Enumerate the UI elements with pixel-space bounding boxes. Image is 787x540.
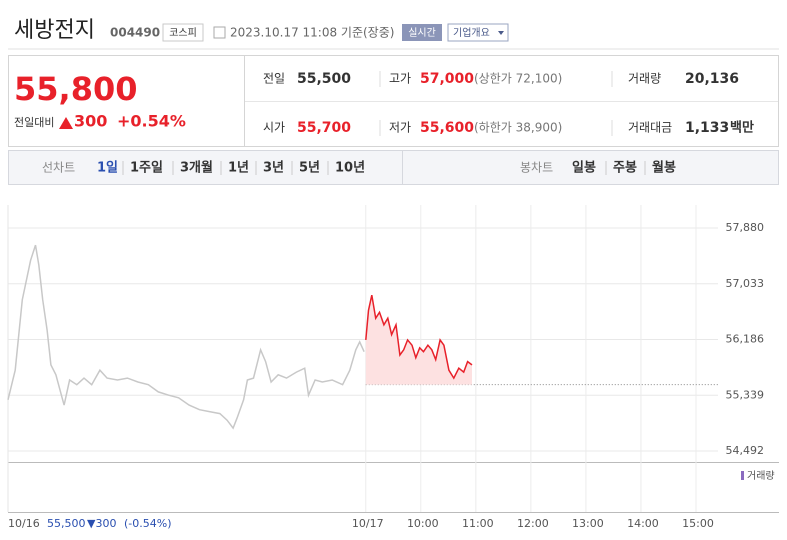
price: 55,800 bbox=[14, 70, 137, 108]
up-triangle bbox=[59, 117, 73, 129]
stat-value: 55,500 bbox=[297, 71, 351, 87]
stat-unit: 백만 bbox=[730, 120, 754, 136]
stat-limit: (하한가 38,900) bbox=[474, 121, 562, 135]
tab[interactable]: 10년 bbox=[335, 161, 365, 176]
x-tick-label: 15:00 bbox=[682, 517, 714, 530]
tab[interactable]: 1일 bbox=[97, 161, 118, 176]
stat-label: 시가 bbox=[263, 121, 285, 135]
realtime-button[interactable] bbox=[402, 24, 442, 41]
change-pct: +0.54% bbox=[117, 112, 186, 131]
stat-label: 전일 bbox=[263, 72, 285, 86]
area bbox=[365, 295, 472, 385]
stat-label: 고가 bbox=[389, 72, 411, 86]
tab-bar bbox=[8, 150, 779, 185]
legend-label: 거래량 bbox=[747, 470, 775, 482]
x-tick-label: 12:00 bbox=[517, 517, 549, 530]
tab-group-label: 선차트 bbox=[42, 161, 75, 175]
stat-value: 55,700 bbox=[297, 120, 351, 136]
tab[interactable]: 3년 bbox=[263, 161, 284, 176]
y-tick-label: 55,339 bbox=[726, 388, 765, 401]
change: 300 bbox=[74, 112, 107, 131]
tab[interactable]: 주봉 bbox=[613, 161, 637, 176]
stock-code: 004490 bbox=[110, 26, 160, 40]
market-box bbox=[162, 23, 204, 42]
tab-group-label: 봉차트 bbox=[520, 161, 553, 175]
stat-value: 20,136 bbox=[685, 71, 739, 87]
y-tick-label: 56,186 bbox=[726, 333, 765, 346]
x-tick-label: 11:00 bbox=[462, 517, 494, 530]
x-tick-label: 10:00 bbox=[407, 517, 439, 530]
company-label[interactable]: 기업개요 bbox=[453, 26, 490, 39]
stat-label: 거래량 bbox=[628, 72, 661, 86]
stat-label: 저가 bbox=[389, 121, 411, 135]
change-label: 전일대비 bbox=[14, 115, 54, 129]
company-button[interactable] bbox=[447, 23, 509, 42]
tab[interactable]: 1년 bbox=[228, 161, 249, 176]
price-line bbox=[365, 294, 473, 380]
stat-value: 55,600 bbox=[420, 120, 474, 136]
stat-value: 1,133 bbox=[685, 120, 729, 136]
dropdown-arrow bbox=[498, 31, 504, 35]
price-line bbox=[7, 244, 365, 430]
prev-change-pct: (-0.54%) bbox=[124, 517, 172, 530]
stock-name: 세방전지 bbox=[14, 18, 95, 43]
tab[interactable]: 5년 bbox=[299, 161, 320, 176]
prev-close: 55,500 bbox=[47, 517, 86, 530]
stat-label: 거래대금 bbox=[628, 121, 672, 135]
y-tick-label: 54,492 bbox=[726, 444, 765, 457]
tab[interactable]: 3개월 bbox=[180, 160, 213, 176]
x-tick-label: 10/17 bbox=[352, 517, 384, 530]
x-tick-label: 13:00 bbox=[572, 517, 604, 530]
stat-value: 57,000 bbox=[420, 71, 474, 87]
market: 코스피 bbox=[169, 27, 197, 39]
stat-limit: (상한가 72,100) bbox=[474, 72, 562, 86]
y-tick-label: 57,033 bbox=[726, 277, 765, 290]
realtime-label[interactable]: 실시간 bbox=[408, 27, 436, 39]
calendar-icon bbox=[213, 26, 226, 39]
datetime: 2023.10.17 11:08 기준(장중) bbox=[230, 26, 394, 40]
x-tick-label: 10/16 bbox=[8, 517, 40, 530]
tab[interactable]: 월봉 bbox=[652, 160, 676, 176]
y-tick-label: 57,880 bbox=[726, 221, 765, 234]
tab[interactable]: 1주일 bbox=[130, 161, 163, 176]
tab[interactable]: 일봉 bbox=[572, 161, 596, 176]
legend-swatch bbox=[741, 471, 744, 480]
x-tick-label: 14:00 bbox=[627, 517, 659, 530]
prev-change: ▼300 bbox=[87, 517, 116, 530]
